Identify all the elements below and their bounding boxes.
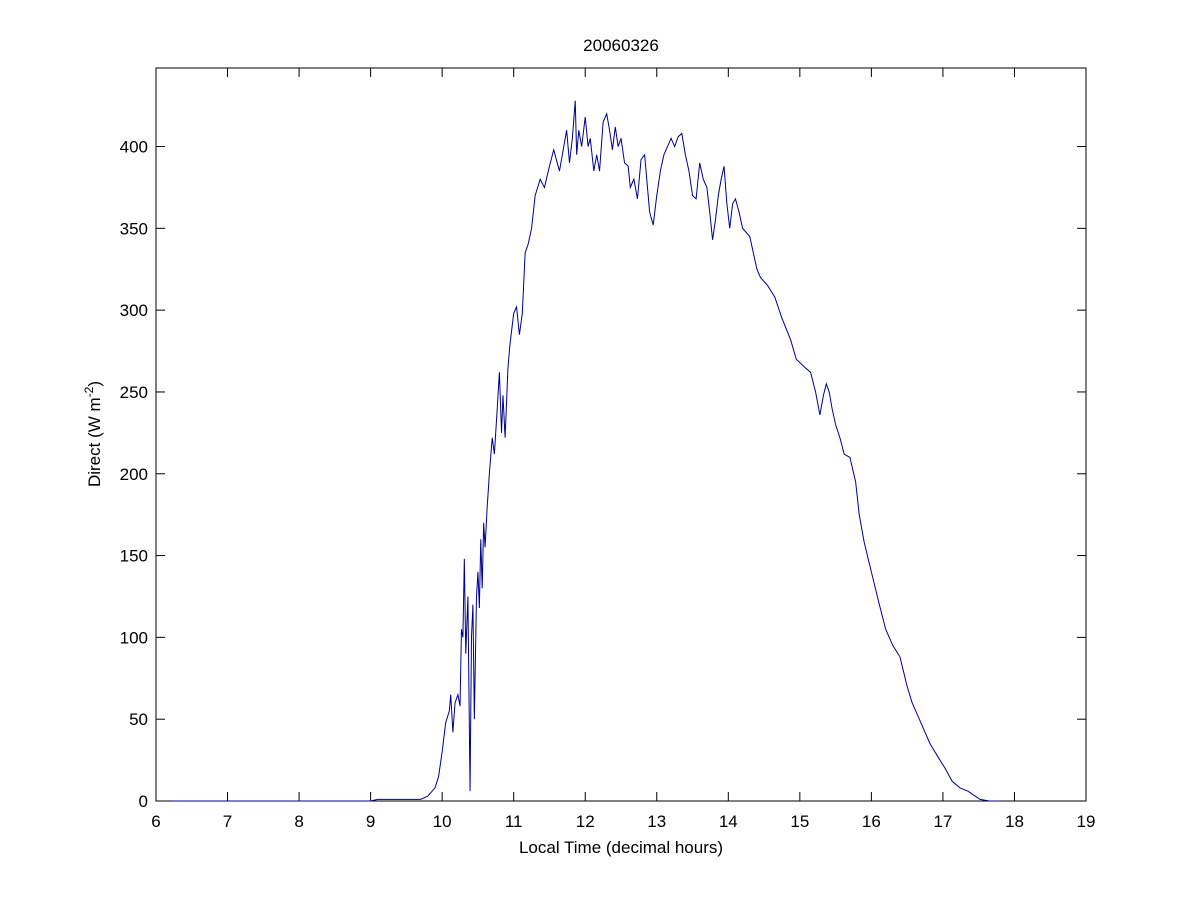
- x-tick-label: 11: [505, 812, 523, 831]
- y-axis-label-main: Direct (W m: [85, 397, 104, 487]
- x-axis-label: Local Time (decimal hours): [519, 838, 723, 857]
- x-tick-label: 7: [223, 812, 232, 831]
- y-tick-label: 100: [120, 628, 148, 647]
- x-tick-label: 18: [1005, 812, 1024, 831]
- chart-title: 20060326: [583, 36, 659, 55]
- y-axis-label-sup: -2: [82, 386, 96, 397]
- x-tick-label: 14: [719, 812, 738, 831]
- x-tick-label: 10: [433, 812, 452, 831]
- y-tick-label: 300: [120, 301, 148, 320]
- x-tick-label: 9: [366, 812, 375, 831]
- x-tick-label: 19: [1077, 812, 1096, 831]
- data-line: [170, 100, 1001, 802]
- y-tick-label: 0: [139, 792, 148, 811]
- y-tick-label: 350: [120, 219, 148, 238]
- y-tick-label: 150: [120, 547, 148, 566]
- x-tick-label: 15: [790, 812, 809, 831]
- y-tick-label: 50: [129, 710, 148, 729]
- x-tick-label: 8: [294, 812, 303, 831]
- y-axis-label-end: ): [85, 381, 104, 387]
- x-tick-label: 16: [862, 812, 881, 831]
- plot-frame: [155, 67, 1087, 802]
- x-tick-label: 13: [647, 812, 666, 831]
- y-tick-label: 250: [120, 383, 148, 402]
- x-tick-label: 6: [151, 812, 160, 831]
- y-tick-label: 400: [120, 138, 148, 157]
- x-tick-label: 17: [933, 812, 952, 831]
- y-tick-label: 200: [120, 465, 148, 484]
- y-axis-label: Direct (W m-2): [82, 381, 104, 487]
- x-tick-label: 12: [576, 812, 595, 831]
